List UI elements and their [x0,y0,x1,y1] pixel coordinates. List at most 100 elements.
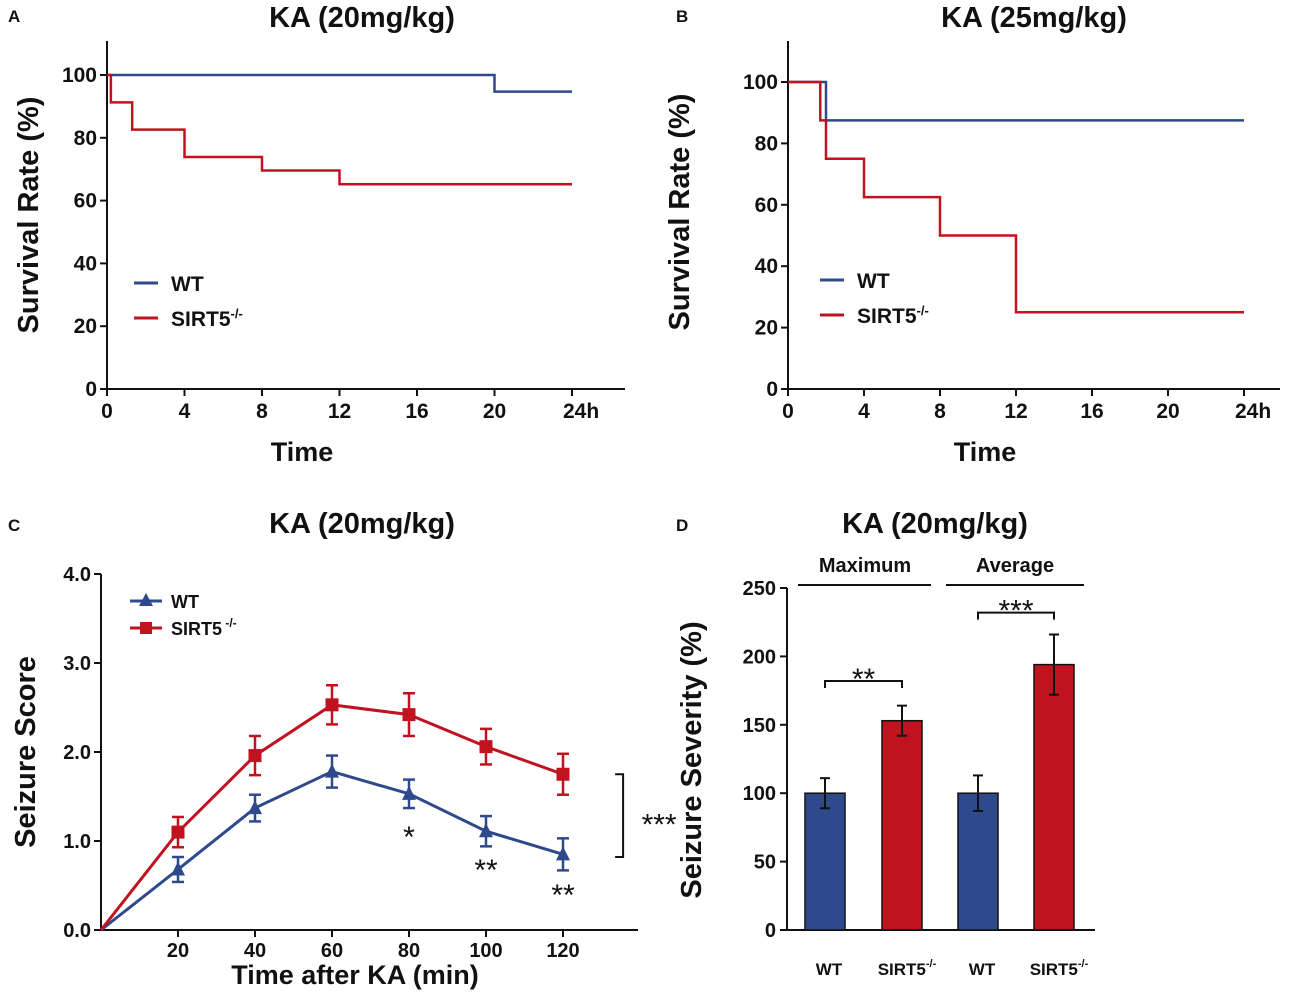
y-tick-label-b: 0 [766,378,778,401]
data-point-c-sirt5 [479,740,493,754]
x-axis-label-c: Time after KA (min) [231,960,479,990]
y-tick-label-c: 2.0 [63,742,91,764]
data-point-c-wt [402,785,416,800]
y-tick-label-a: 60 [74,190,97,213]
group-label-maximum: Maximum [819,555,911,577]
x-tick-label-c: 60 [321,940,343,962]
series-line-c-sirt5 [99,703,564,931]
x-tick-label-c: 80 [398,940,420,962]
chart-title-d: KA (20mg/kg) [842,508,1028,540]
x-tick-label-b: 0 [782,400,794,423]
panel-label-a: A [8,7,20,26]
x-tick-label-c: 20 [167,940,189,962]
x-tick-label-d: WT [816,960,843,979]
data-point-c-sirt5 [402,708,416,722]
series-line-a-sirt5 [107,73,572,186]
significance-stars-d: *** [998,595,1033,628]
data-point-c-wt [171,861,185,876]
panel-label-d: D [676,516,688,535]
y-tick-label-b: 20 [755,317,778,340]
bar-d-sirt5 [1033,663,1075,931]
y-tick-label-c: 3.0 [63,653,91,675]
data-point-c-sirt5 [325,698,339,712]
bar-d-wt [957,792,999,931]
chart-title-c: KA (20mg/kg) [269,508,455,540]
data-point-c-sirt5 [171,825,185,839]
data-point-c-sirt5 [556,767,570,781]
significance-stars-c: * [403,821,415,854]
x-tick-label-a: 0 [101,400,113,423]
significance-stars-c: ** [551,879,575,912]
y-tick-label-a: 20 [74,315,97,338]
x-tick-label-b: 4 [858,400,870,423]
bar-d-wt [804,792,846,931]
series-line-b-wt [788,80,1244,122]
data-point-c-wt [248,800,262,815]
y-tick-label-a: 0 [85,378,97,401]
y-tick-label-b: 60 [755,194,778,217]
group-label-average: Average [976,555,1054,577]
chart-title-b: KA (25mg/kg) [941,2,1127,34]
x-tick-label-a: 24h [563,400,599,423]
legend-label-sirt5-c: SIRT5 -/- [171,616,237,639]
x-tick-label-c: 100 [469,940,502,962]
panel-label-c: C [8,516,20,535]
x-tick-label-a: 12 [328,400,351,423]
chart-title-a: KA (20mg/kg) [269,2,455,34]
x-tick-label-a: 8 [256,400,268,423]
y-axis-label-c: Seizure Score [10,656,42,848]
x-axis-label-a: Time [271,437,334,467]
data-point-c-wt [479,823,493,838]
x-tick-label-b: 8 [934,400,946,423]
y-tick-label-d: 150 [743,715,776,737]
x-tick-label-d: SIRT5-/- [1030,958,1089,979]
bar-d-sirt5 [881,719,923,931]
x-tick-label-c: 40 [244,940,266,962]
series-line-b-sirt5 [788,80,1244,314]
x-tick-label-d: SIRT5-/- [878,958,937,979]
x-tick-label-b: 12 [1004,400,1027,423]
x-tick-label-a: 20 [483,400,506,423]
legend-label-wt-b: WT [857,270,890,293]
significance-stars-c: ** [474,854,498,887]
legend-marker-sirt5-c [140,622,152,634]
data-point-c-wt [325,763,339,778]
legend-label-wt-a: WT [171,273,204,296]
x-axis-label-b: Time [954,437,1017,467]
legend-marker-wt-c [139,593,153,606]
y-tick-label-d: 200 [743,646,776,668]
y-tick-label-a: 80 [74,127,97,150]
y-tick-label-a: 100 [62,64,97,87]
y-tick-label-d: 0 [765,920,776,942]
significance-stars-c: *** [642,809,677,842]
y-axis-label-b: Survival Rate (%) [664,94,696,331]
series-line-a-wt [107,73,572,93]
x-tick-label-d: WT [969,960,996,979]
y-tick-label-b: 100 [743,71,778,94]
y-tick-label-c: 1.0 [63,831,91,853]
x-tick-label-b: 16 [1080,400,1103,423]
y-tick-label-d: 50 [754,852,776,874]
legend-label-sirt5-b: SIRT5-/- [857,303,929,328]
y-tick-label-c: 0.0 [63,920,91,942]
significance-bracket-c [615,773,625,859]
y-tick-label-a: 40 [74,252,97,275]
y-axis-label-d: Seizure Severity (%) [676,621,708,898]
x-tick-label-c: 120 [546,940,579,962]
y-axis-label-a: Survival Rate (%) [13,97,45,334]
y-tick-label-b: 80 [755,132,778,155]
x-tick-label-a: 16 [405,400,428,423]
panel-label-b: B [676,7,688,26]
y-tick-label-d: 100 [743,783,776,805]
series-line-c-wt [100,769,564,932]
legend-label-wt-c: WT [171,592,199,612]
x-tick-label-b: 20 [1156,400,1179,423]
significance-bracket-d [824,680,903,689]
x-tick-label-a: 4 [179,400,191,423]
data-point-c-sirt5 [248,749,262,763]
x-tick-label-b: 24h [1235,400,1271,423]
data-point-c-wt [556,846,570,861]
significance-bracket-d [977,611,1055,620]
legend-label-sirt5-a: SIRT5-/- [171,306,243,331]
